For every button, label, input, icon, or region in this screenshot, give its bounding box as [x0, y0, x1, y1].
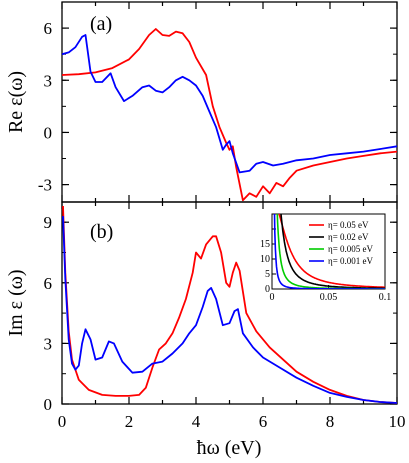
- panel-b-series-2-line: [62, 216, 397, 404]
- panel-b-y-tick-label: 0: [44, 395, 53, 414]
- panel-a-ticks: -3 0 3 6: [38, 1, 398, 202]
- panel-a: -3 0 3 6 (a) Re ε(ω): [5, 1, 398, 203]
- panel-b-ticks: 0 3 6 9: [44, 202, 398, 414]
- x-tick-label: 8: [326, 412, 335, 431]
- inset-lines: [273, 214, 385, 289]
- panel-a-y-tick-label: 3: [44, 71, 53, 90]
- panel-a-y-tick-label: 6: [44, 19, 53, 38]
- inset-y-tick-label: 0: [265, 284, 270, 295]
- panel-a-lines: [62, 28, 397, 202]
- inset-x-tick-label: 0.1: [379, 292, 392, 303]
- x-tick-label: 4: [192, 412, 201, 431]
- panel-a-y-tick-label: -3: [38, 176, 52, 195]
- panel-a-y-tick-label: 0: [44, 123, 53, 142]
- x-tick-label: 0: [58, 412, 67, 431]
- inset-curve-1: [278, 214, 385, 288]
- inset-legend-label: η= 0.001 eV: [328, 256, 374, 266]
- inset-legend-label: η= 0.05 eV: [328, 220, 369, 230]
- inset-y-tick-label: 5: [265, 269, 270, 280]
- x-tick-label: 10: [389, 412, 406, 431]
- inset-x-tick-label: 0.05: [320, 292, 338, 303]
- panel-b: 0 3 6 9 (b) Im ε (ω): [5, 201, 398, 414]
- panel-a-label: (a): [90, 13, 112, 35]
- inset-y-tick-label: 15: [260, 239, 270, 250]
- inset-curve-4: [273, 214, 385, 289]
- panel-a-frame: [61, 1, 398, 203]
- panel-b-y-tick-label: 3: [44, 334, 53, 353]
- panel-b-y-tick-label: 6: [44, 274, 53, 293]
- panel-a-series-2-line: [62, 34, 397, 174]
- x-axis-title: ħω (eV): [197, 437, 262, 459]
- panel-b-label: (b): [90, 221, 113, 243]
- panel-b-y-tick-label: 9: [44, 213, 53, 232]
- x-tick-label: 2: [125, 412, 134, 431]
- x-axis-tick-labels: 0 2 4 6 8 10: [58, 412, 406, 431]
- inset-legend: η= 0.05 eV η= 0.02 eV η= 0.005 eV η= 0.001 …: [309, 220, 374, 266]
- panel-b-lines: [62, 205, 397, 404]
- panel-a-series-1-line: [62, 28, 397, 202]
- panel-b-y-axis-title: Im ε (ω): [5, 269, 27, 336]
- panel-a-y-axis-title: Re ε(ω): [5, 71, 27, 133]
- inset-legend-label: η= 0.02 eV: [328, 232, 369, 242]
- panel-b-series-1-line: [62, 205, 397, 404]
- inset-legend-label: η= 0.005 eV: [328, 244, 374, 254]
- inset-y-tick-label: 10: [260, 254, 270, 265]
- inset-ticks: 0 0.05 0.1 0 5 10 15: [260, 228, 392, 303]
- x-tick-label: 6: [259, 412, 268, 431]
- inset-x-tick-label: 0: [270, 292, 275, 303]
